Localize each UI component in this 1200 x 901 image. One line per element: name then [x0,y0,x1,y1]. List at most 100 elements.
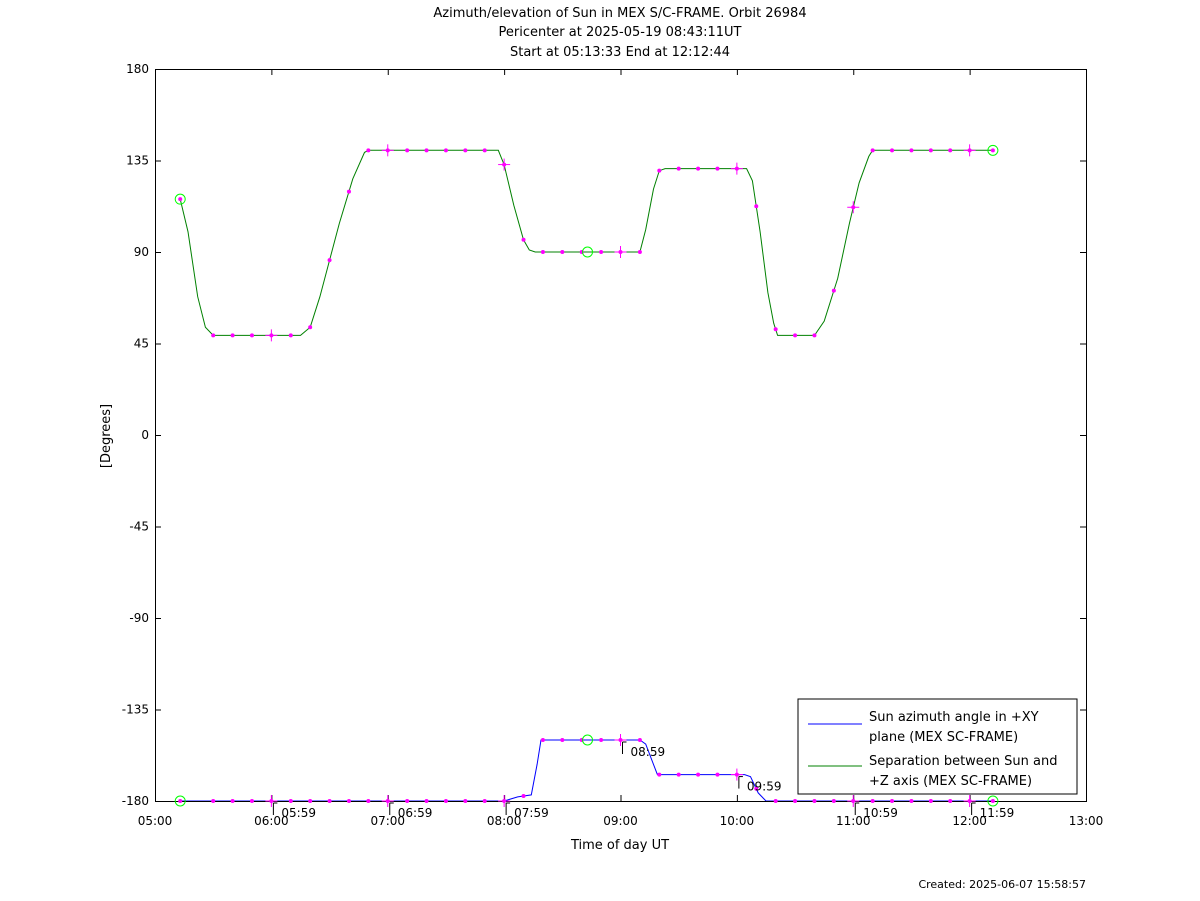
y-tick-label: 45 [134,337,149,351]
x-tick-label: 08:00 [487,814,522,828]
x-tick-label: 10:00 [720,814,755,828]
legend: Sun azimuth angle in +XY plane (MEX SC-F… [797,698,1078,795]
marker-dot-azimuth [540,738,545,742]
y-tick-label: -90 [129,611,149,625]
x-tick-label: 06:00 [254,814,289,828]
marker-dot-azimuth [793,799,798,803]
marker-dot-separation [288,333,293,338]
marker-dot-separation [366,148,371,153]
marker-dot-azimuth [637,738,642,742]
marker-dot-separation [890,148,895,153]
marker-circle-azimuth [582,734,594,746]
marker-dot-azimuth [482,799,487,803]
marker-dot-separation [211,333,216,338]
plot-area [155,69,1087,802]
x-tick-label: 09:00 [603,814,638,828]
marker-circle-azimuth [987,795,999,807]
annotation-label: 11:59 [980,806,1015,820]
annotation-label: 08:59 [631,745,666,759]
marker-dot-azimuth [928,799,933,803]
marker-circle-separation [174,193,186,205]
marker-dot-separation [948,148,953,153]
y-tick-label: -45 [129,520,149,534]
marker-dot-separation [482,148,487,153]
marker-dot-separation [178,197,183,202]
chart-title: Azimuth/elevation of Sun in MEX S/C-FRAM… [433,6,806,60]
x-axis-label: Time of day UT [570,838,669,853]
marker-dot-separation [230,333,235,338]
legend-label-azimuth-2: plane (MEX SC-FRAME) [869,730,1018,745]
marker-dot-azimuth [463,799,468,803]
marker-dot-azimuth [521,794,526,799]
created-timestamp: Created: 2025-06-07 15:58:57 [918,878,1086,891]
y-tick-label: -135 [122,703,149,717]
x-tick-label: 13:00 [1069,814,1104,828]
marker-dot-separation [346,189,351,194]
marker-circle-separation [582,246,594,258]
annotation-label: 09:59 [747,780,782,794]
marker-dot-azimuth [773,799,778,803]
marker-dot-azimuth [831,799,836,803]
marker-dot-azimuth [890,799,895,803]
marker-circle-azimuth [174,795,186,807]
marker-dot-separation [773,327,778,332]
marker-dot-separation [424,148,429,153]
marker-dot-separation [463,148,468,153]
marker-dot-separation [696,166,701,171]
x-tick-label: 05:00 [138,814,173,828]
title-line-3: Start at 05:13:33 End at 12:12:44 [510,45,730,60]
marker-dot-separation [928,148,933,153]
marker-dot-separation [405,148,410,153]
marker-dot-separation [637,250,642,254]
y-tick-label: 0 [141,428,149,442]
marker-dot-azimuth [443,799,448,803]
marker-dot-azimuth [405,799,410,803]
marker-dot-separation [812,333,817,338]
marker-dot-azimuth [696,772,701,777]
marker-dot-azimuth [346,799,351,803]
marker-dot-azimuth [366,799,371,803]
y-tick-label: 135 [126,154,149,168]
x-tick-label: 12:00 [952,814,987,828]
y-tick-label: 180 [126,62,149,76]
legend-box [797,698,1078,795]
marker-dot-separation [676,166,681,171]
marker-dot-azimuth [676,772,681,777]
y-tick-label: -180 [122,794,149,808]
marker-dot-azimuth [599,738,604,742]
marker-dot-azimuth [754,786,759,791]
marker-dot-separation [870,148,875,153]
marker-dot-azimuth [230,799,235,803]
legend-label-azimuth-1: Sun azimuth angle in +XY [869,710,1039,725]
legend-label-separation-2: +Z axis (MEX SC-FRAME) [869,774,1032,789]
marker-dot-azimuth [948,799,953,803]
marker-dot-azimuth [990,799,995,803]
marker-circle-separation [987,144,999,156]
x-tick-label: 07:00 [370,814,405,828]
marker-dot-azimuth [560,738,565,742]
title-line-2: Pericenter at 2025-05-19 08:43:11UT [498,25,741,40]
annotation-label: 10:59 [863,806,898,820]
annotation-label: 07:59 [514,806,549,820]
marker-dot-separation [308,325,313,330]
marker-dot-separation [909,148,914,153]
marker-dot-azimuth [249,799,254,803]
marker-dot-azimuth [288,799,293,803]
marker-dot-separation [657,168,662,173]
marker-dot-separation [521,237,526,242]
marker-dot-separation [560,250,565,254]
marker-dot-azimuth [909,799,914,803]
legend-label-separation-1: Separation between Sun and [869,754,1057,769]
marker-dot-azimuth [178,799,183,803]
marker-dot-azimuth [308,799,313,803]
marker-dot-azimuth [715,772,720,777]
marker-dot-separation [599,250,604,254]
marker-dot-azimuth [870,799,875,803]
marker-dot-separation [754,204,759,209]
x-tick-label: 11:00 [836,814,871,828]
marker-dot-separation [249,333,254,338]
title-line-1: Azimuth/elevation of Sun in MEX S/C-FRAM… [433,6,806,21]
marker-dot-azimuth [657,772,662,777]
marker-dot-separation [443,148,448,153]
marker-dot-separation [715,166,720,171]
